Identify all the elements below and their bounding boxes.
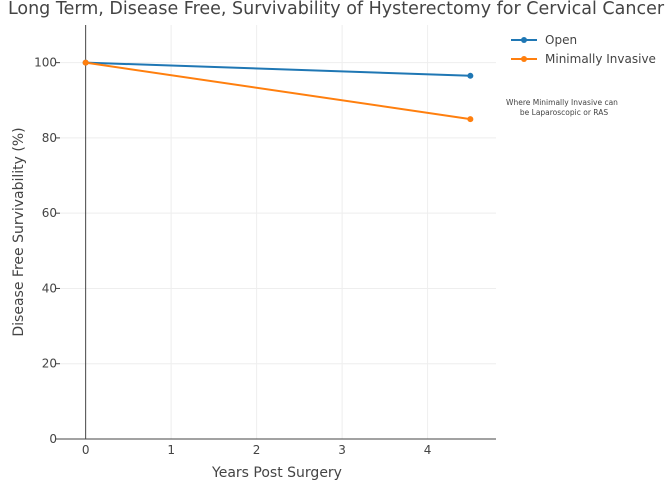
legend-label-1: Minimally Invasive	[545, 52, 656, 66]
legend-item-0[interactable]: Open	[511, 33, 577, 47]
legend-marker-0	[521, 37, 527, 43]
series-layer	[82, 59, 474, 123]
series-line-1	[85, 61, 471, 121]
x-tick-label-2: 2	[253, 443, 261, 457]
series-1	[82, 59, 474, 123]
y-tick-label-2: 40	[42, 281, 57, 295]
annotation: Where Minimally Invasive can be Laparosc…	[506, 98, 618, 117]
series-line-0	[85, 61, 471, 77]
legend-item-1[interactable]: Minimally Invasive	[511, 52, 656, 66]
y-tick-label-5: 100	[34, 56, 57, 70]
y-axis-title: Disease Free Survivability (%)	[11, 127, 27, 336]
legend-label-0: Open	[545, 33, 577, 47]
x-tick-label-1: 1	[167, 443, 175, 457]
x-tick-label-3: 3	[338, 443, 346, 457]
x-tick-label-0: 0	[82, 443, 90, 457]
x-tick-label-4: 4	[424, 443, 432, 457]
legend-marker-1	[521, 56, 527, 62]
y-tick-label-0: 0	[49, 432, 57, 446]
y-tick-label-1: 20	[42, 357, 57, 371]
annotation-line-1: Where Minimally Invasive can	[506, 98, 618, 107]
series-1-point-1	[467, 116, 474, 123]
grid-layer	[60, 25, 496, 439]
annotation-line-2: be Laparoscopic or RAS	[520, 108, 608, 117]
legend[interactable]: Open Minimally Invasive	[511, 33, 656, 66]
series-1-point-0	[82, 59, 89, 66]
series-0-point-1	[467, 72, 474, 79]
chart-title: Long Term, Disease Free, Survivability o…	[8, 0, 665, 19]
y-tick-label-4: 80	[42, 131, 57, 145]
y-tick-label-3: 60	[42, 206, 57, 220]
x-axis-title: Years Post Surgery	[211, 465, 342, 480]
